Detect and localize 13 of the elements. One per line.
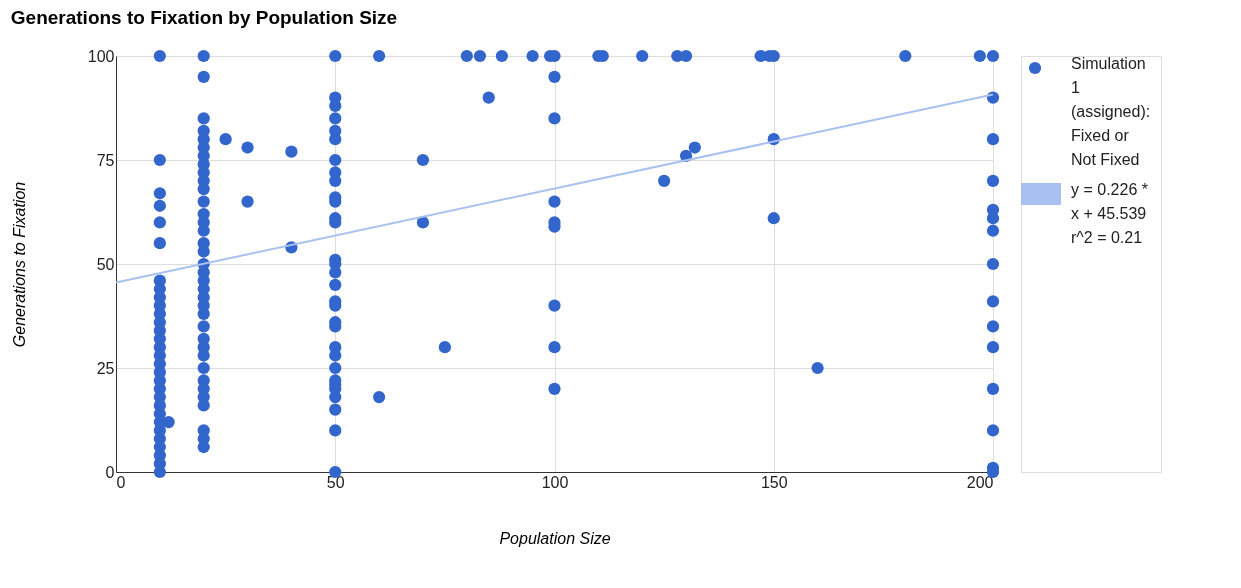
x-tick-label: 200 (966, 473, 994, 491)
x-tick-label: 0 (116, 473, 126, 491)
legend-label: y = 0.226 * x + 45.539 r^2 = 0.21 (1071, 181, 1148, 246)
y-tick-label: 75 (96, 151, 115, 169)
x-tick-label: 50 (326, 473, 345, 491)
x-tick-label: 100 (541, 473, 569, 491)
chart-title: Generations to Fixation by Population Size (10, 6, 398, 28)
x-tick-label: 150 (760, 473, 788, 491)
x-axis-title: Population Size (499, 529, 611, 547)
y-tick-label: 50 (96, 255, 115, 273)
y-axis-title: Generations to Fixation (10, 181, 28, 348)
y-tick-label: 100 (87, 47, 115, 65)
y-tick-label: 25 (96, 359, 115, 377)
